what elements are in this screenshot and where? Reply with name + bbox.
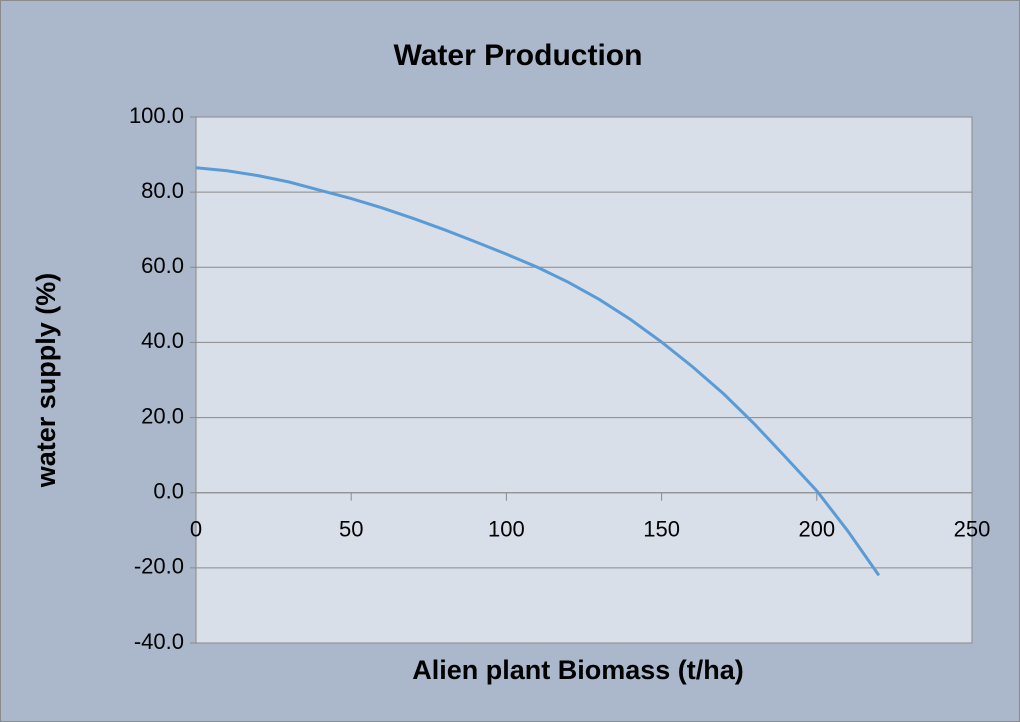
x-tick-label: 0 [190,517,202,542]
y-tick-label: -20.0 [134,554,184,579]
x-axis-label: Alien plant Biomass (t/ha) [412,655,744,685]
y-axis-label: water supply (%) [31,273,61,489]
chart-title: Water Production [394,39,643,72]
y-tick-label: 80.0 [141,178,184,203]
x-tick-label: 100 [488,517,525,542]
y-tick-label: 20.0 [141,403,184,428]
y-tick-label: -40.0 [134,629,184,654]
data-line [195,166,881,577]
y-tick-label: 40.0 [141,328,184,353]
x-tick-label: 50 [339,517,363,542]
x-tick-label: 250 [954,517,991,542]
x-tick-label: 200 [798,517,835,542]
x-tick-label: 150 [643,517,680,542]
y-tick-label: 60.0 [141,253,184,278]
y-tick-label: 0.0 [153,479,184,504]
y-tick-label: 100.0 [129,103,184,128]
plot-area [195,116,973,644]
